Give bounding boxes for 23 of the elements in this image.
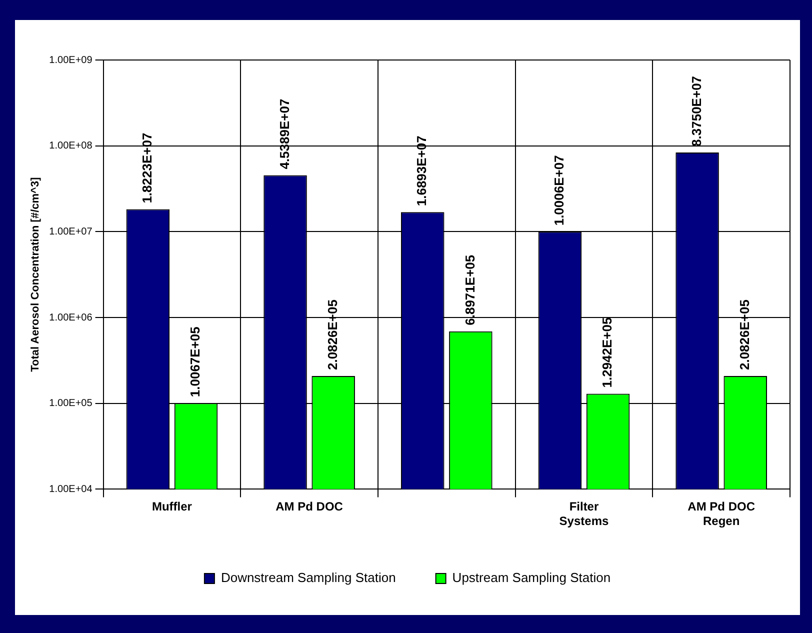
data-label: 8.3750E+07 xyxy=(688,76,704,146)
data-label: 1.6893E+07 xyxy=(414,136,430,206)
data-label: 6.8971E+05 xyxy=(462,254,478,326)
y-tick-label: 1.00E+04 xyxy=(49,484,93,495)
data-label: 2.0826E+05 xyxy=(324,300,340,370)
y-tick-label: 1.00E+09 xyxy=(49,54,93,66)
data-label: 4.5389E+07 xyxy=(276,98,292,170)
x-tick-label: Muffler xyxy=(152,500,192,514)
y-tick-label: 1.00E+06 xyxy=(49,312,93,324)
x-tick-label: Filter Systems xyxy=(559,500,609,528)
data-label: 1.0006E+07 xyxy=(552,155,567,226)
x-tick-label: AM Pd DOC Regen xyxy=(688,500,756,528)
y-tick-label: 1.00E+05 xyxy=(49,398,93,410)
y-tick-label: 1.00E+07 xyxy=(49,226,93,238)
data-label: 2.0826E+05 xyxy=(736,300,752,370)
data-label: 1.8223E+07 xyxy=(140,132,155,204)
data-label: 1.2942E+05 xyxy=(600,317,615,388)
x-tick-label: AM Pd DOC xyxy=(276,500,344,514)
legend-label: Downstream Sampling Station xyxy=(220,570,396,586)
y-axis-title: Total Aerosol Concentration [#/cm^3] xyxy=(30,176,42,372)
y-tick-label: 1.00E+08 xyxy=(49,140,93,152)
legend-label: Upstream Sampling Station xyxy=(452,570,611,586)
data-label: 1.0067E+05 xyxy=(188,326,203,398)
